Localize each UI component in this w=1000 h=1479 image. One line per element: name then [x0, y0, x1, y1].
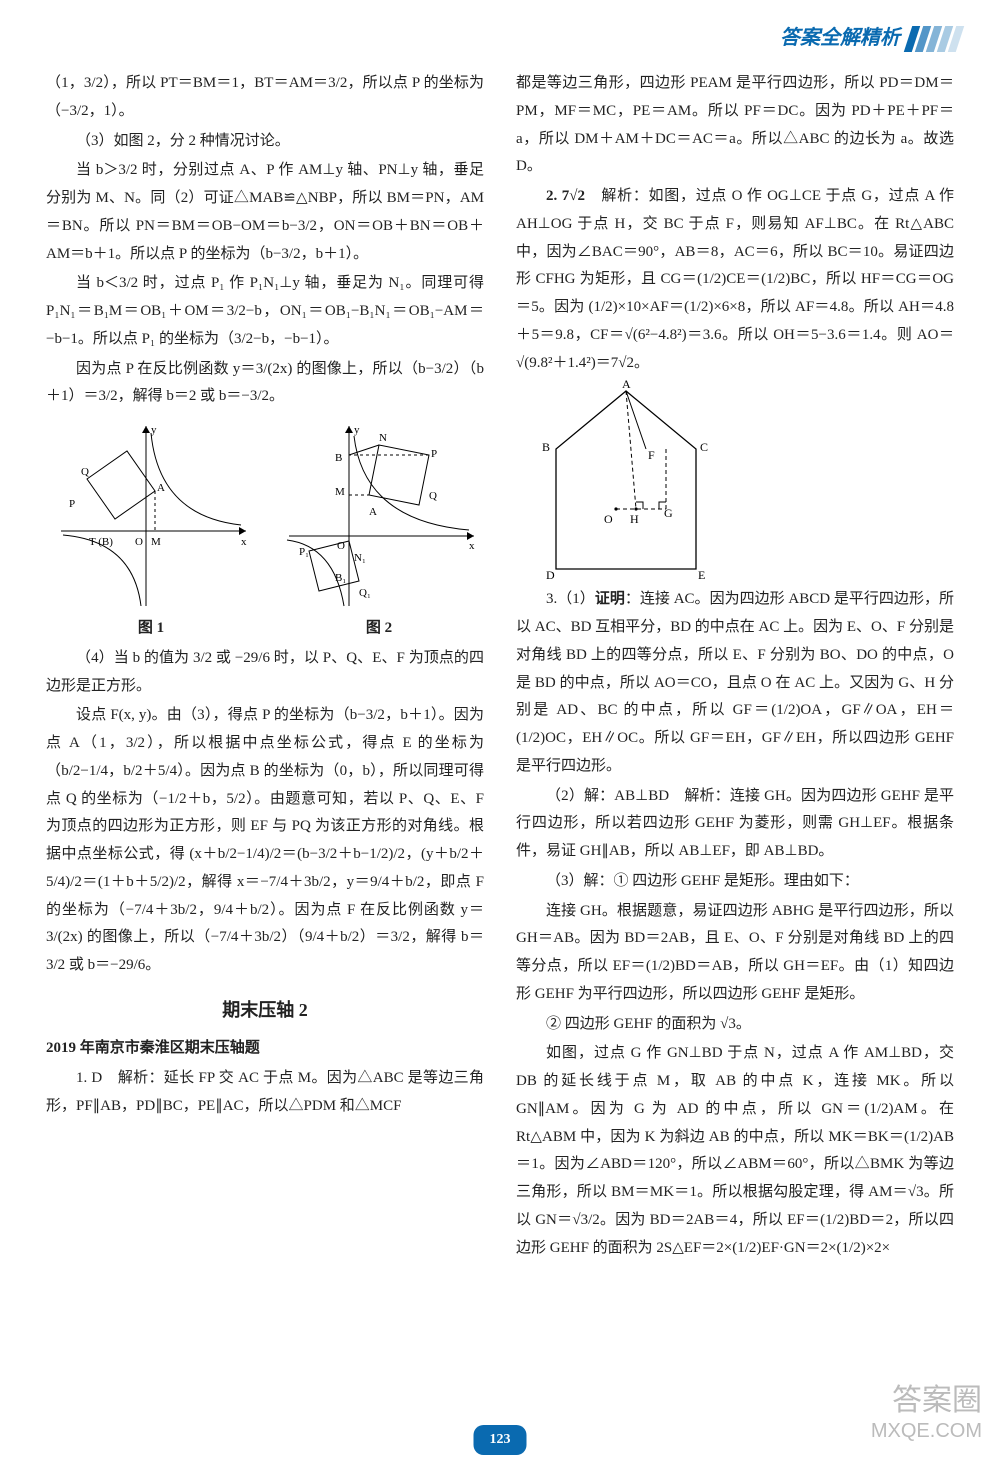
svg-text:x: x: [241, 536, 247, 548]
svg-text:B: B: [542, 440, 550, 454]
page-header: 答案全解精析: [780, 20, 960, 57]
svg-text:T (B): T (B): [89, 536, 113, 548]
svg-text:H: H: [630, 512, 639, 526]
right-p1: 都是等边三角形，四边形 PEAM 是平行四边形，所以 PD＝DM＝PM，MF＝M…: [516, 70, 954, 181]
q2-analysis: 解析：如图，过点 O 作 OG⊥CE 于点 G，过点 A 作 AH⊥OG 于点 …: [516, 188, 954, 371]
right-column: 都是等边三角形，四边形 PEAM 是平行四边形，所以 PD＝DM＝PM，MF＝M…: [516, 70, 954, 1439]
fig1-caption: 图 1: [138, 615, 164, 643]
right-q3-3b: 连接 GH。根据题意，易证四边形 ABHG 是平行四边形，所以 GH＝AB。因为…: [516, 898, 954, 1009]
figure-row: x y O Q P A M T (B) 图 1: [46, 421, 484, 643]
svg-text:A: A: [157, 482, 165, 494]
svg-text:A: A: [622, 379, 631, 391]
svg-text:P: P: [431, 448, 437, 460]
right-q3-3a: （3）解：① 四边形 GEHF 是矩形。理由如下：: [516, 868, 954, 896]
svg-text:P: P: [69, 498, 75, 510]
svg-text:C: C: [700, 440, 708, 454]
svg-text:Q: Q: [81, 466, 89, 478]
left-p6: （4）当 b 的值为 3/2 或 −29/6 时，以 P、Q、E、F 为顶点的四…: [46, 645, 484, 701]
left-p2: （3）如图 2，分 2 种情况讨论。: [46, 128, 484, 156]
svg-text:P₁: P₁: [299, 546, 309, 558]
page-body: （1，3/2），所以 PT＝BM＝1，BT＝AM＝3/2，所以点 P 的坐标为（…: [0, 0, 1000, 1479]
svg-text:N: N: [379, 432, 387, 444]
section-title: 期末压轴 2: [46, 994, 484, 1027]
right-q2: 2. 7√2 解析：如图，过点 O 作 OG⊥CE 于点 G，过点 A 作 AH…: [516, 183, 954, 377]
svg-text:M: M: [335, 486, 345, 498]
right-q3-2: （2）解：AB⊥BD 解析：连接 GH。因为四边形 GEHF 是平行四边形，所以…: [516, 783, 954, 866]
pentagon-figure: A B C D E O H G F: [516, 379, 954, 584]
right-q3-1: 3.（1）证明：连接 AC。因为四边形 ABCD 是平行四边形，所以 AC、BD…: [516, 586, 954, 780]
left-p5: 因为点 P 在反比例函数 y＝3/(2x) 的图像上，所以（b−3/2）（b＋1…: [46, 356, 484, 412]
left-column: （1，3/2），所以 PT＝BM＝1，BT＝AM＝3/2，所以点 P 的坐标为（…: [46, 70, 484, 1439]
svg-text:G: G: [664, 506, 673, 520]
left-p1: （1，3/2），所以 PT＝BM＝1，BT＝AM＝3/2，所以点 P 的坐标为（…: [46, 70, 484, 126]
left-q1: 1. D 解析：延长 FP 交 AC 于点 M。因为△ABC 是等边三角形，PF…: [46, 1065, 484, 1121]
svg-text:D: D: [546, 568, 555, 582]
svg-text:F: F: [648, 448, 655, 462]
left-p4: 当 b＜3/2 时，过点 P₁ 作 P₁N₁⊥y 轴，垂足为 N₁。同理可得 P…: [46, 270, 484, 353]
svg-text:Q₁: Q₁: [359, 587, 371, 599]
svg-text:A: A: [369, 506, 377, 518]
svg-text:x: x: [469, 540, 475, 552]
section-subtitle: 2019 年南京市秦淮区期末压轴题: [46, 1035, 484, 1063]
svg-text:N₁: N₁: [354, 552, 366, 564]
q3-1-num: 3.（1）: [546, 591, 595, 607]
figure-1: x y O Q P A M T (B) 图 1: [46, 421, 256, 643]
q2-answer: 2. 7√2: [546, 188, 601, 204]
svg-text:y: y: [151, 424, 157, 436]
q3-1-kw: 证明: [595, 591, 625, 607]
svg-text:O: O: [135, 536, 143, 548]
right-q3-3d: 如图，过点 G 作 GN⊥BD 于点 N，过点 A 作 AM⊥BD，交 DB 的…: [516, 1040, 954, 1262]
left-p7: 设点 F(x, y)。由（3），得点 P 的坐标为（b−3/2，b＋1）。因为点…: [46, 702, 484, 980]
svg-text:B: B: [335, 452, 342, 464]
right-q3-3c: ② 四边形 GEHF 的面积为 √3。: [516, 1011, 954, 1039]
svg-text:E: E: [698, 568, 705, 582]
svg-text:B₁: B₁: [335, 572, 346, 584]
left-p3: 当 b＞3/2 时，分别过点 A、P 作 AM⊥y 轴、PN⊥y 轴，垂足分别为…: [46, 157, 484, 268]
svg-text:M: M: [151, 536, 161, 548]
figure-2: x y O P Q A B M N: [274, 421, 484, 643]
q3-1-text: ：连接 AC。因为四边形 ABCD 是平行四边形，所以 AC、BD 互相平分，B…: [516, 591, 954, 774]
svg-text:Q: Q: [429, 490, 437, 502]
page-number: 123: [474, 1425, 527, 1455]
svg-text:O: O: [604, 512, 613, 526]
header-decoration: [908, 26, 960, 52]
header-title: 答案全解精析: [780, 20, 900, 57]
svg-text:y: y: [354, 424, 360, 436]
fig2-caption: 图 2: [366, 615, 392, 643]
